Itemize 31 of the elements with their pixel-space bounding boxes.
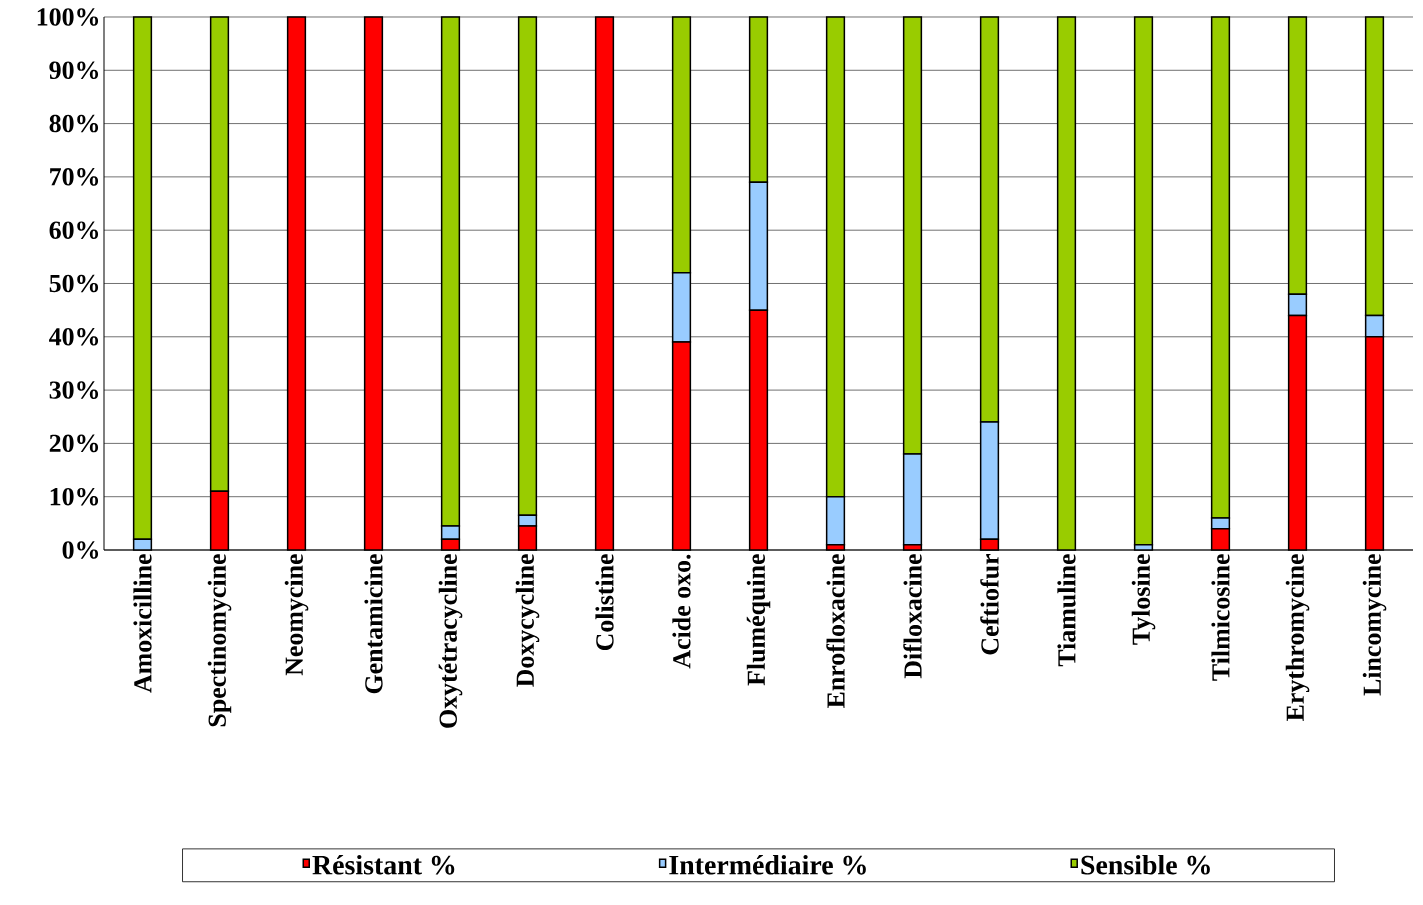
x-tick-label: Tylosine bbox=[1131, 554, 1156, 645]
y-tick-label: 90% bbox=[49, 61, 99, 80]
x-tick-label: Difloxacine bbox=[903, 554, 922, 679]
x-tick-label: Tiamuline bbox=[1057, 554, 1076, 667]
x-tick-label: Gentamicine bbox=[364, 554, 383, 694]
y-tick-label: 100% bbox=[37, 8, 99, 26]
y-tick-label: 60% bbox=[49, 221, 99, 239]
x-tick-label: Doxycycline bbox=[515, 554, 540, 687]
x-tick-label: Spectinomycine bbox=[207, 554, 232, 727]
y-tick-label: 70% bbox=[50, 168, 99, 186]
legend-label: Intermédiaire % bbox=[669, 854, 866, 875]
x-tick-label: Oxytétracycline bbox=[438, 554, 463, 728]
y-tick-label: 30% bbox=[49, 381, 99, 399]
x-tick-label: Lincomycine bbox=[1362, 554, 1387, 696]
y-tick-label: 10% bbox=[50, 487, 99, 506]
y-tick-label: 0% bbox=[62, 541, 99, 559]
x-tick-label: Ceftiofur bbox=[980, 554, 999, 655]
y-tick-label: 40% bbox=[49, 328, 99, 346]
x-tick-label: Colistine bbox=[595, 554, 614, 651]
x-tick-label: Tilmicosine bbox=[1211, 554, 1230, 681]
x-tick-label: Erythromycine bbox=[1285, 554, 1310, 721]
x-tick-label: Enrofloxacine bbox=[826, 554, 845, 709]
x-tick-label: Neomycine bbox=[284, 554, 309, 676]
y-tick-label: 20% bbox=[49, 434, 99, 453]
x-tick-label: Acide oxo. bbox=[672, 554, 691, 669]
x-tick-label: Amoxicilline bbox=[133, 554, 152, 693]
legend-label: Résistant % bbox=[312, 854, 455, 875]
y-tick-label: 50% bbox=[49, 274, 99, 293]
y-tick-label: 80% bbox=[49, 114, 99, 133]
legend-label: Sensible % bbox=[1081, 854, 1210, 875]
x-tick-label: Fluméquine bbox=[746, 554, 771, 686]
